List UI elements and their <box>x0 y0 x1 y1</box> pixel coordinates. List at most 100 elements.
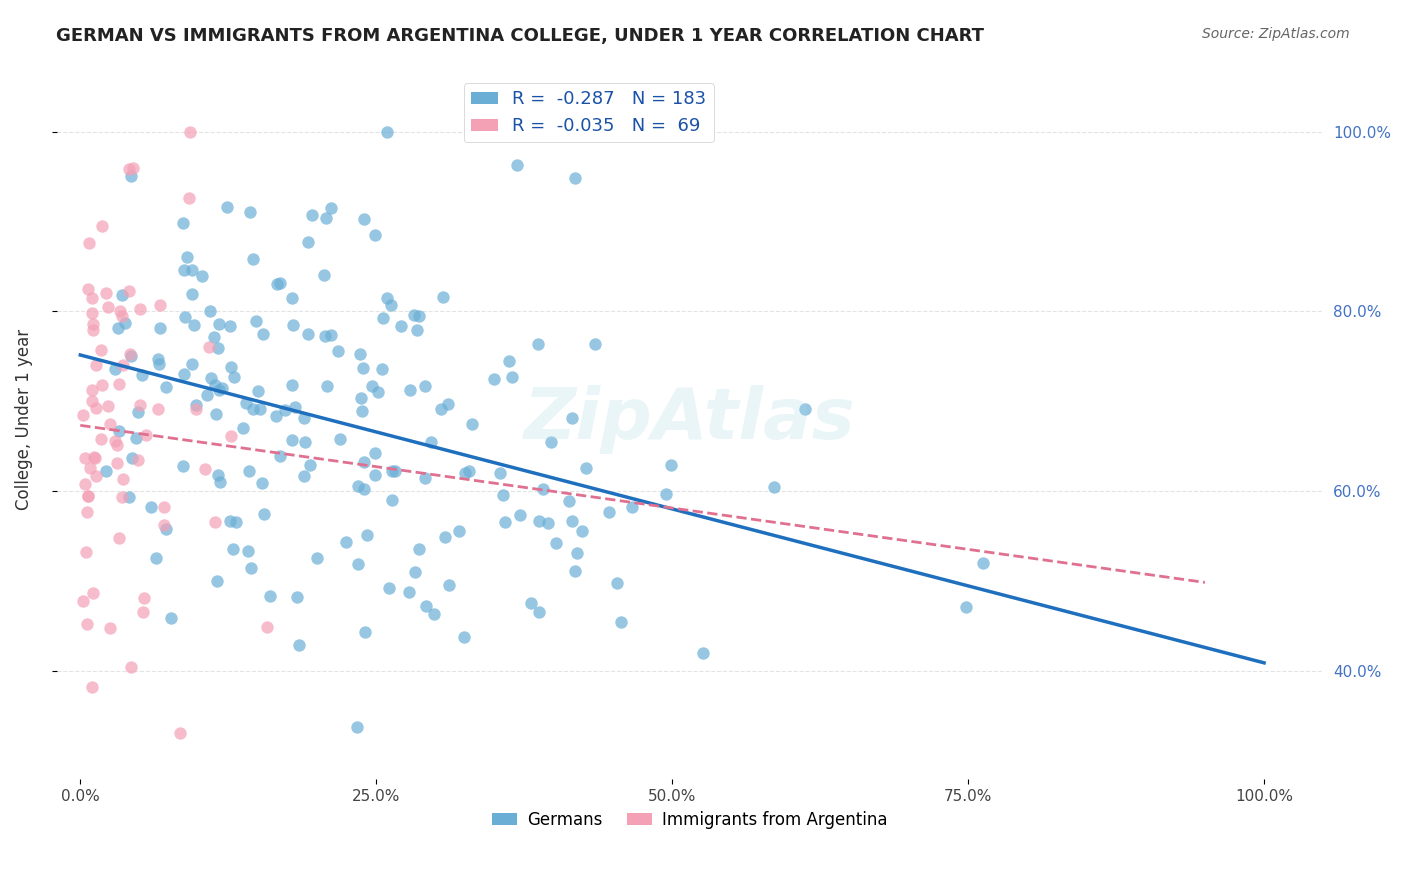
Point <box>364 468 387 483</box>
Point <box>134 591 156 605</box>
Point <box>195 388 218 402</box>
Point <box>83 450 105 464</box>
Point <box>571 524 593 538</box>
Point <box>219 515 242 529</box>
Point <box>84 359 107 373</box>
Point <box>404 565 426 579</box>
Point <box>544 535 567 549</box>
Point <box>184 398 207 412</box>
Point <box>433 530 456 544</box>
Point <box>107 531 129 545</box>
Point <box>184 402 207 417</box>
Point <box>377 124 399 138</box>
Point <box>406 324 429 338</box>
Point <box>173 263 195 277</box>
Point <box>80 383 103 397</box>
Point <box>361 379 384 393</box>
Point <box>558 494 581 508</box>
Point <box>367 384 389 399</box>
Point <box>145 551 167 566</box>
Point <box>108 425 131 439</box>
Point <box>389 318 412 333</box>
Point <box>794 402 817 417</box>
Point <box>94 464 117 478</box>
Point <box>375 291 398 305</box>
Point <box>346 557 368 571</box>
Point <box>179 124 201 138</box>
Point <box>177 191 200 205</box>
Point <box>211 381 233 395</box>
Point <box>79 460 101 475</box>
Point <box>423 607 446 621</box>
Point <box>498 353 520 368</box>
Point <box>598 505 620 519</box>
Point <box>127 452 149 467</box>
Point <box>297 326 319 341</box>
Point <box>198 340 221 354</box>
Point <box>356 527 378 541</box>
Point <box>280 378 302 392</box>
Point <box>371 362 394 376</box>
Point <box>509 508 531 523</box>
Point <box>349 347 371 361</box>
Point <box>96 286 118 301</box>
Point <box>281 433 304 447</box>
Point <box>146 352 169 367</box>
Point <box>111 287 134 301</box>
Point <box>97 399 120 413</box>
Point <box>281 291 304 305</box>
Point <box>82 291 104 305</box>
Point <box>148 358 170 372</box>
Point <box>108 377 131 392</box>
Point <box>264 409 287 424</box>
Point <box>285 590 308 604</box>
Point <box>488 466 510 480</box>
Point <box>292 469 315 483</box>
Point <box>82 305 104 319</box>
Point <box>252 327 274 342</box>
Point <box>256 620 278 634</box>
Point <box>75 544 97 558</box>
Point <box>288 638 311 652</box>
Point <box>247 384 270 398</box>
Point <box>326 344 349 359</box>
Point <box>97 300 120 314</box>
Point <box>208 475 231 489</box>
Point <box>373 311 395 326</box>
Point <box>583 337 606 351</box>
Legend: Germans, Immigrants from Argentina: Germans, Immigrants from Argentina <box>485 804 894 835</box>
Point <box>208 384 231 398</box>
Point <box>575 461 598 475</box>
Point <box>245 314 267 328</box>
Point <box>132 605 155 619</box>
Point <box>402 308 425 322</box>
Point <box>536 516 558 530</box>
Point <box>319 328 342 343</box>
Point <box>329 433 352 447</box>
Point <box>118 347 141 361</box>
Point <box>120 169 142 183</box>
Point <box>207 341 229 355</box>
Point <box>111 472 134 486</box>
Point <box>82 317 104 331</box>
Point <box>494 515 516 529</box>
Point <box>269 449 291 463</box>
Point <box>183 318 205 333</box>
Point <box>149 298 172 312</box>
Point <box>453 631 475 645</box>
Point <box>659 458 682 472</box>
Point <box>319 202 342 216</box>
Point <box>72 408 94 422</box>
Point <box>430 402 453 417</box>
Point <box>194 462 217 476</box>
Point <box>266 277 288 291</box>
Point <box>205 574 228 588</box>
Point <box>363 446 385 460</box>
Point <box>176 251 198 265</box>
Point <box>125 431 148 445</box>
Point <box>181 358 204 372</box>
Point <box>75 476 97 491</box>
Point <box>505 158 527 172</box>
Point <box>420 435 443 450</box>
Point <box>315 211 337 226</box>
